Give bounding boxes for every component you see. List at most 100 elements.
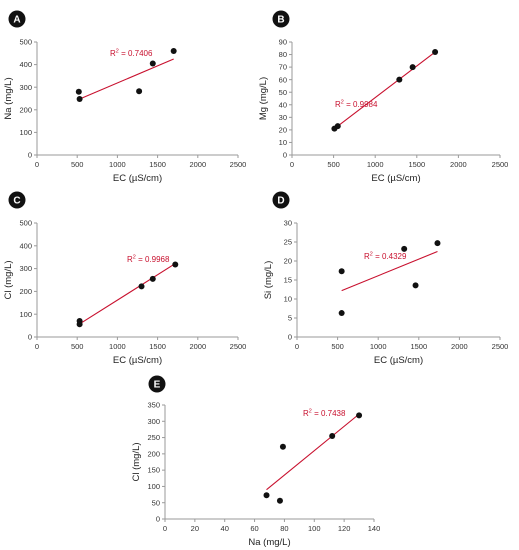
x-tick-label: 140 <box>368 524 381 533</box>
y-tick-label: 300 <box>19 264 32 273</box>
y-tick-label: 300 <box>19 83 32 92</box>
y-tick-label: 50 <box>152 498 160 507</box>
x-tick-label: 2500 <box>492 160 509 169</box>
x-tick-label: 2000 <box>189 160 206 169</box>
x-tick-label: 1500 <box>410 342 427 351</box>
y-tick-label: 400 <box>19 241 32 250</box>
r-squared-superscript: 2 <box>133 255 136 261</box>
x-tick-label: 100 <box>308 524 321 533</box>
x-tick-label: 1500 <box>408 160 425 169</box>
panel-letter: B <box>277 15 284 26</box>
x-tick-label: 2500 <box>230 342 247 351</box>
y-tick-label: 30 <box>284 219 292 228</box>
x-tick-label: 0 <box>163 524 167 533</box>
data-point <box>434 240 441 247</box>
x-tick-label: 1000 <box>109 160 126 169</box>
panel-b: B 0 500 1000 1500 2000 2500 0 10 20 30 40 50 60 70 80 90… <box>258 10 509 184</box>
data-point <box>356 412 363 419</box>
y-tick-label: 70 <box>279 63 287 72</box>
r-squared-superscript: 2 <box>370 252 373 258</box>
x-tick-label: 2000 <box>451 342 468 351</box>
r-squared-prefix: R <box>303 409 309 418</box>
x-tick-label: 0 <box>295 342 299 351</box>
panel-e: E 0 20 40 60 80 100 120 140 0 50 100 150 200 250 300 350… <box>131 375 381 548</box>
y-tick-label: 0 <box>283 151 287 160</box>
data-point <box>76 321 83 328</box>
panel-letter-badge <box>272 191 290 209</box>
y-tick-label: 0 <box>156 515 160 524</box>
y-tick-label: 350 <box>147 401 160 410</box>
y-tick-label: 200 <box>147 449 160 458</box>
y-tick-label: 300 <box>147 417 160 426</box>
y-tick-label: 20 <box>284 257 292 266</box>
y-tick-label: 400 <box>19 60 32 69</box>
r-squared-value: = 0.9984 <box>344 100 378 109</box>
x-tick-label: 2500 <box>230 160 247 169</box>
panel-letter: C <box>13 196 20 207</box>
trend-line <box>341 250 438 292</box>
trend-line <box>266 413 360 491</box>
x-tick-label: 2500 <box>492 342 509 351</box>
x-axis-title: EC (µS/cm) <box>374 355 423 366</box>
y-tick-label: 10 <box>279 138 287 147</box>
y-axis-title: Mg (mg/L) <box>258 77 269 120</box>
data-point <box>412 282 419 289</box>
panel-letter: A <box>13 15 20 26</box>
y-tick-label: 500 <box>19 219 32 228</box>
r-squared-value: = 0.7438 <box>312 409 346 418</box>
y-tick-label: 40 <box>279 100 287 109</box>
x-tick-label: 80 <box>280 524 288 533</box>
x-tick-label: 2000 <box>189 342 206 351</box>
data-point <box>138 283 145 290</box>
panel-letter-badge <box>272 10 290 28</box>
r-squared-superscript: 2 <box>116 49 119 55</box>
x-tick-label: 500 <box>327 160 340 169</box>
y-axis-title: Cl (mg/L) <box>3 260 14 299</box>
panel-a: A 0 500 1000 1500 2000 2500 0 100 200 300 400 500 EC … <box>3 10 247 184</box>
x-axis-title: EC (µS/cm) <box>371 173 420 184</box>
panel-letter-badge <box>8 10 26 28</box>
y-tick-label: 500 <box>19 38 32 47</box>
y-tick-label: 100 <box>19 310 32 319</box>
y-tick-label: 250 <box>147 433 160 442</box>
y-tick-label: 0 <box>28 151 32 160</box>
x-axis-title: EC (µS/cm) <box>113 355 162 366</box>
y-tick-label: 10 <box>284 295 292 304</box>
x-axis-title: EC (µS/cm) <box>113 173 162 184</box>
y-tick-label: 150 <box>147 466 160 475</box>
r-squared-superscript: 2 <box>341 100 344 106</box>
data-point <box>136 88 143 95</box>
y-tick-label: 90 <box>279 38 287 47</box>
x-tick-label: 500 <box>331 342 344 351</box>
y-tick-label: 50 <box>279 88 287 97</box>
x-tick-label: 40 <box>221 524 229 533</box>
y-tick-label: 200 <box>19 105 32 114</box>
y-tick-label: 0 <box>288 333 292 342</box>
x-tick-label: 2000 <box>450 160 467 169</box>
data-point <box>75 88 82 95</box>
y-tick-label: 5 <box>288 314 292 323</box>
data-point <box>279 443 286 450</box>
y-tick-label: 25 <box>284 238 292 247</box>
x-tick-label: 500 <box>71 160 84 169</box>
r-squared-label: R2 = 0.9984 <box>335 100 378 110</box>
r-squared-prefix: R <box>127 255 133 264</box>
y-tick-label: 60 <box>279 75 287 84</box>
data-point <box>338 268 345 275</box>
x-tick-label: 0 <box>35 160 39 169</box>
x-tick-label: 500 <box>71 342 84 351</box>
x-tick-label: 1000 <box>370 342 387 351</box>
r-squared-prefix: R <box>110 49 116 58</box>
r-squared-value: = 0.7406 <box>119 49 153 58</box>
y-tick-label: 15 <box>284 276 292 285</box>
y-tick-label: 100 <box>19 128 32 137</box>
panel-letter-badge <box>148 375 166 393</box>
data-point <box>149 275 156 282</box>
data-point <box>276 497 283 504</box>
y-tick-label: 0 <box>28 333 32 342</box>
x-tick-label: 1500 <box>149 160 166 169</box>
y-tick-label: 20 <box>279 125 287 134</box>
y-axis-title: Si (mg/L) <box>263 261 274 300</box>
